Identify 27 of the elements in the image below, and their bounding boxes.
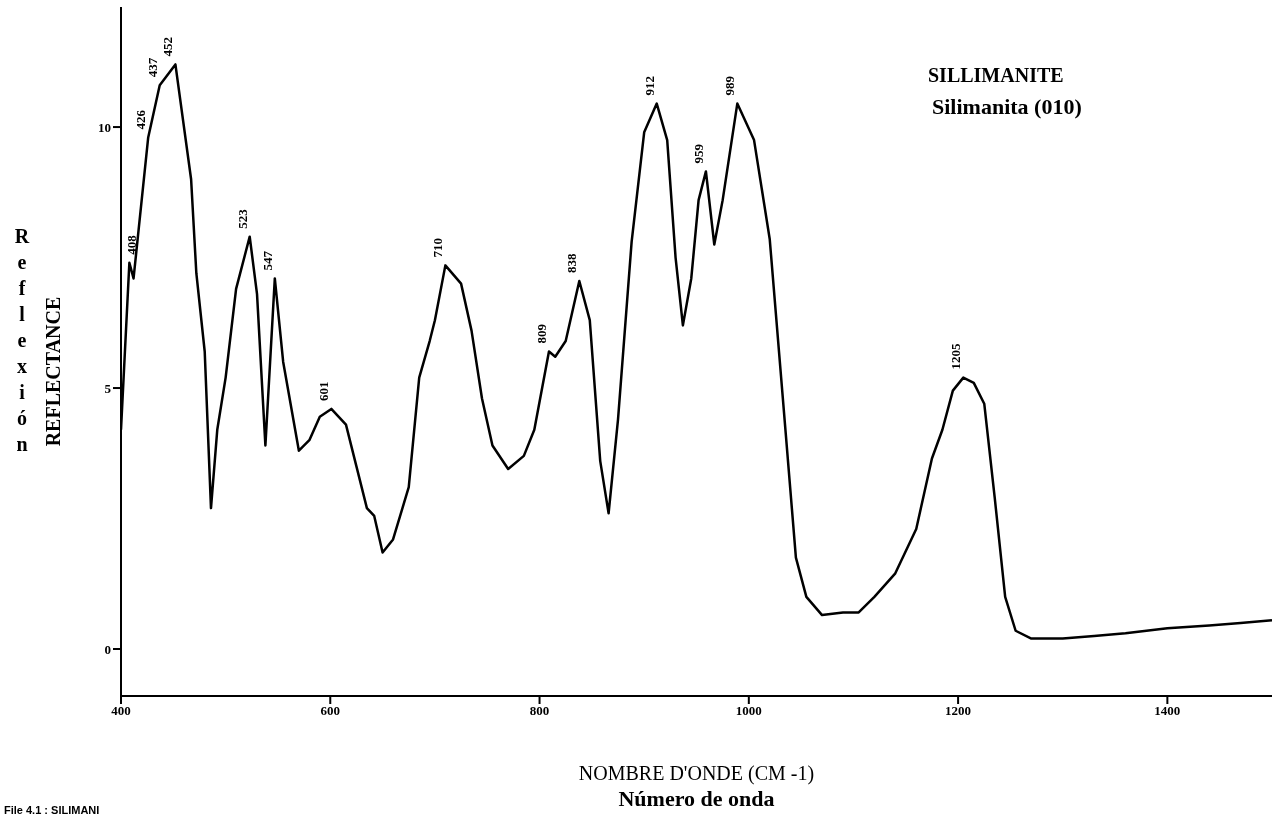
annotation: 452 (160, 36, 176, 57)
annotation: 1205 (948, 343, 964, 370)
annotation: 426 (133, 109, 149, 130)
text: Silimanita (010) (932, 94, 1082, 119)
x-tick-label: 800 (529, 703, 550, 719)
annotation: 408 (124, 234, 139, 255)
annotation: 959 (690, 143, 706, 164)
x-tick-label: 400 (111, 703, 131, 719)
y-tick-label: 10 (98, 119, 111, 135)
x-tick-label: 1000 (735, 703, 762, 719)
annotation: 989 (722, 75, 738, 96)
annotation: 912 (641, 76, 657, 96)
text: SILLIMANITE (928, 64, 1064, 86)
annotation: 710 (430, 237, 446, 258)
annotation: 809 (533, 323, 549, 344)
annotation: 547 (259, 250, 275, 271)
annotation: 838 (564, 253, 580, 274)
annotation: 437 (144, 57, 160, 78)
text: File 4.1 : SILIMANI (4, 804, 100, 816)
x-axis-title: NOMBRE D'ONDE (CM -1) Número de onda (578, 762, 815, 811)
x-tick-label: 1200 (945, 703, 972, 719)
x-tick-label: 1400 (1154, 703, 1181, 719)
annotation: 601 (316, 381, 332, 401)
annotation: 523 (234, 208, 250, 229)
y-tick-label: 5 (104, 380, 112, 396)
x-tick-label: 600 (320, 703, 341, 719)
y-tick-label: 0 (104, 641, 111, 657)
